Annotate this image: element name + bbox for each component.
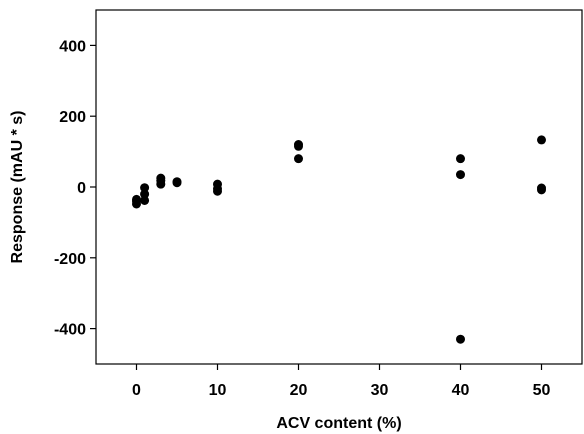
- x-tick-label: 10: [209, 382, 227, 399]
- data-point: [456, 170, 465, 180]
- data-point: [140, 189, 150, 199]
- data-point: [537, 185, 546, 195]
- x-axis-title: ACV content (%): [276, 415, 401, 432]
- data-point: [294, 141, 303, 151]
- data-point: [294, 154, 303, 164]
- data-point: [213, 186, 222, 196]
- x-axis-ticks: 0 10 20 30 40 50: [132, 364, 551, 399]
- x-tick-label: 50: [533, 382, 551, 399]
- x-tick-label: 40: [452, 382, 470, 399]
- data-point: [456, 334, 465, 344]
- plot-frame: [95, 9, 583, 365]
- y-axis-title: Response (mAU * s): [9, 111, 26, 264]
- y-tick-label: 400: [59, 38, 86, 55]
- y-tick-label: -200: [54, 251, 86, 268]
- data-points: [132, 135, 546, 344]
- data-point: [172, 178, 182, 188]
- data-point: [456, 154, 465, 164]
- data-point: [537, 135, 546, 145]
- data-point: [140, 195, 150, 205]
- data-point: [132, 199, 141, 209]
- x-tick-label: 20: [290, 382, 308, 399]
- data-point: [156, 179, 166, 189]
- y-tick-label: 0: [77, 180, 86, 197]
- x-tick-label: 30: [371, 382, 389, 399]
- x-tick-label: 0: [132, 382, 141, 399]
- data-point: [140, 183, 150, 193]
- y-tick-label: -400: [54, 322, 86, 339]
- y-tick-label: 200: [59, 109, 86, 126]
- y-axis-ticks: -400 -200 0 200 400: [54, 38, 96, 339]
